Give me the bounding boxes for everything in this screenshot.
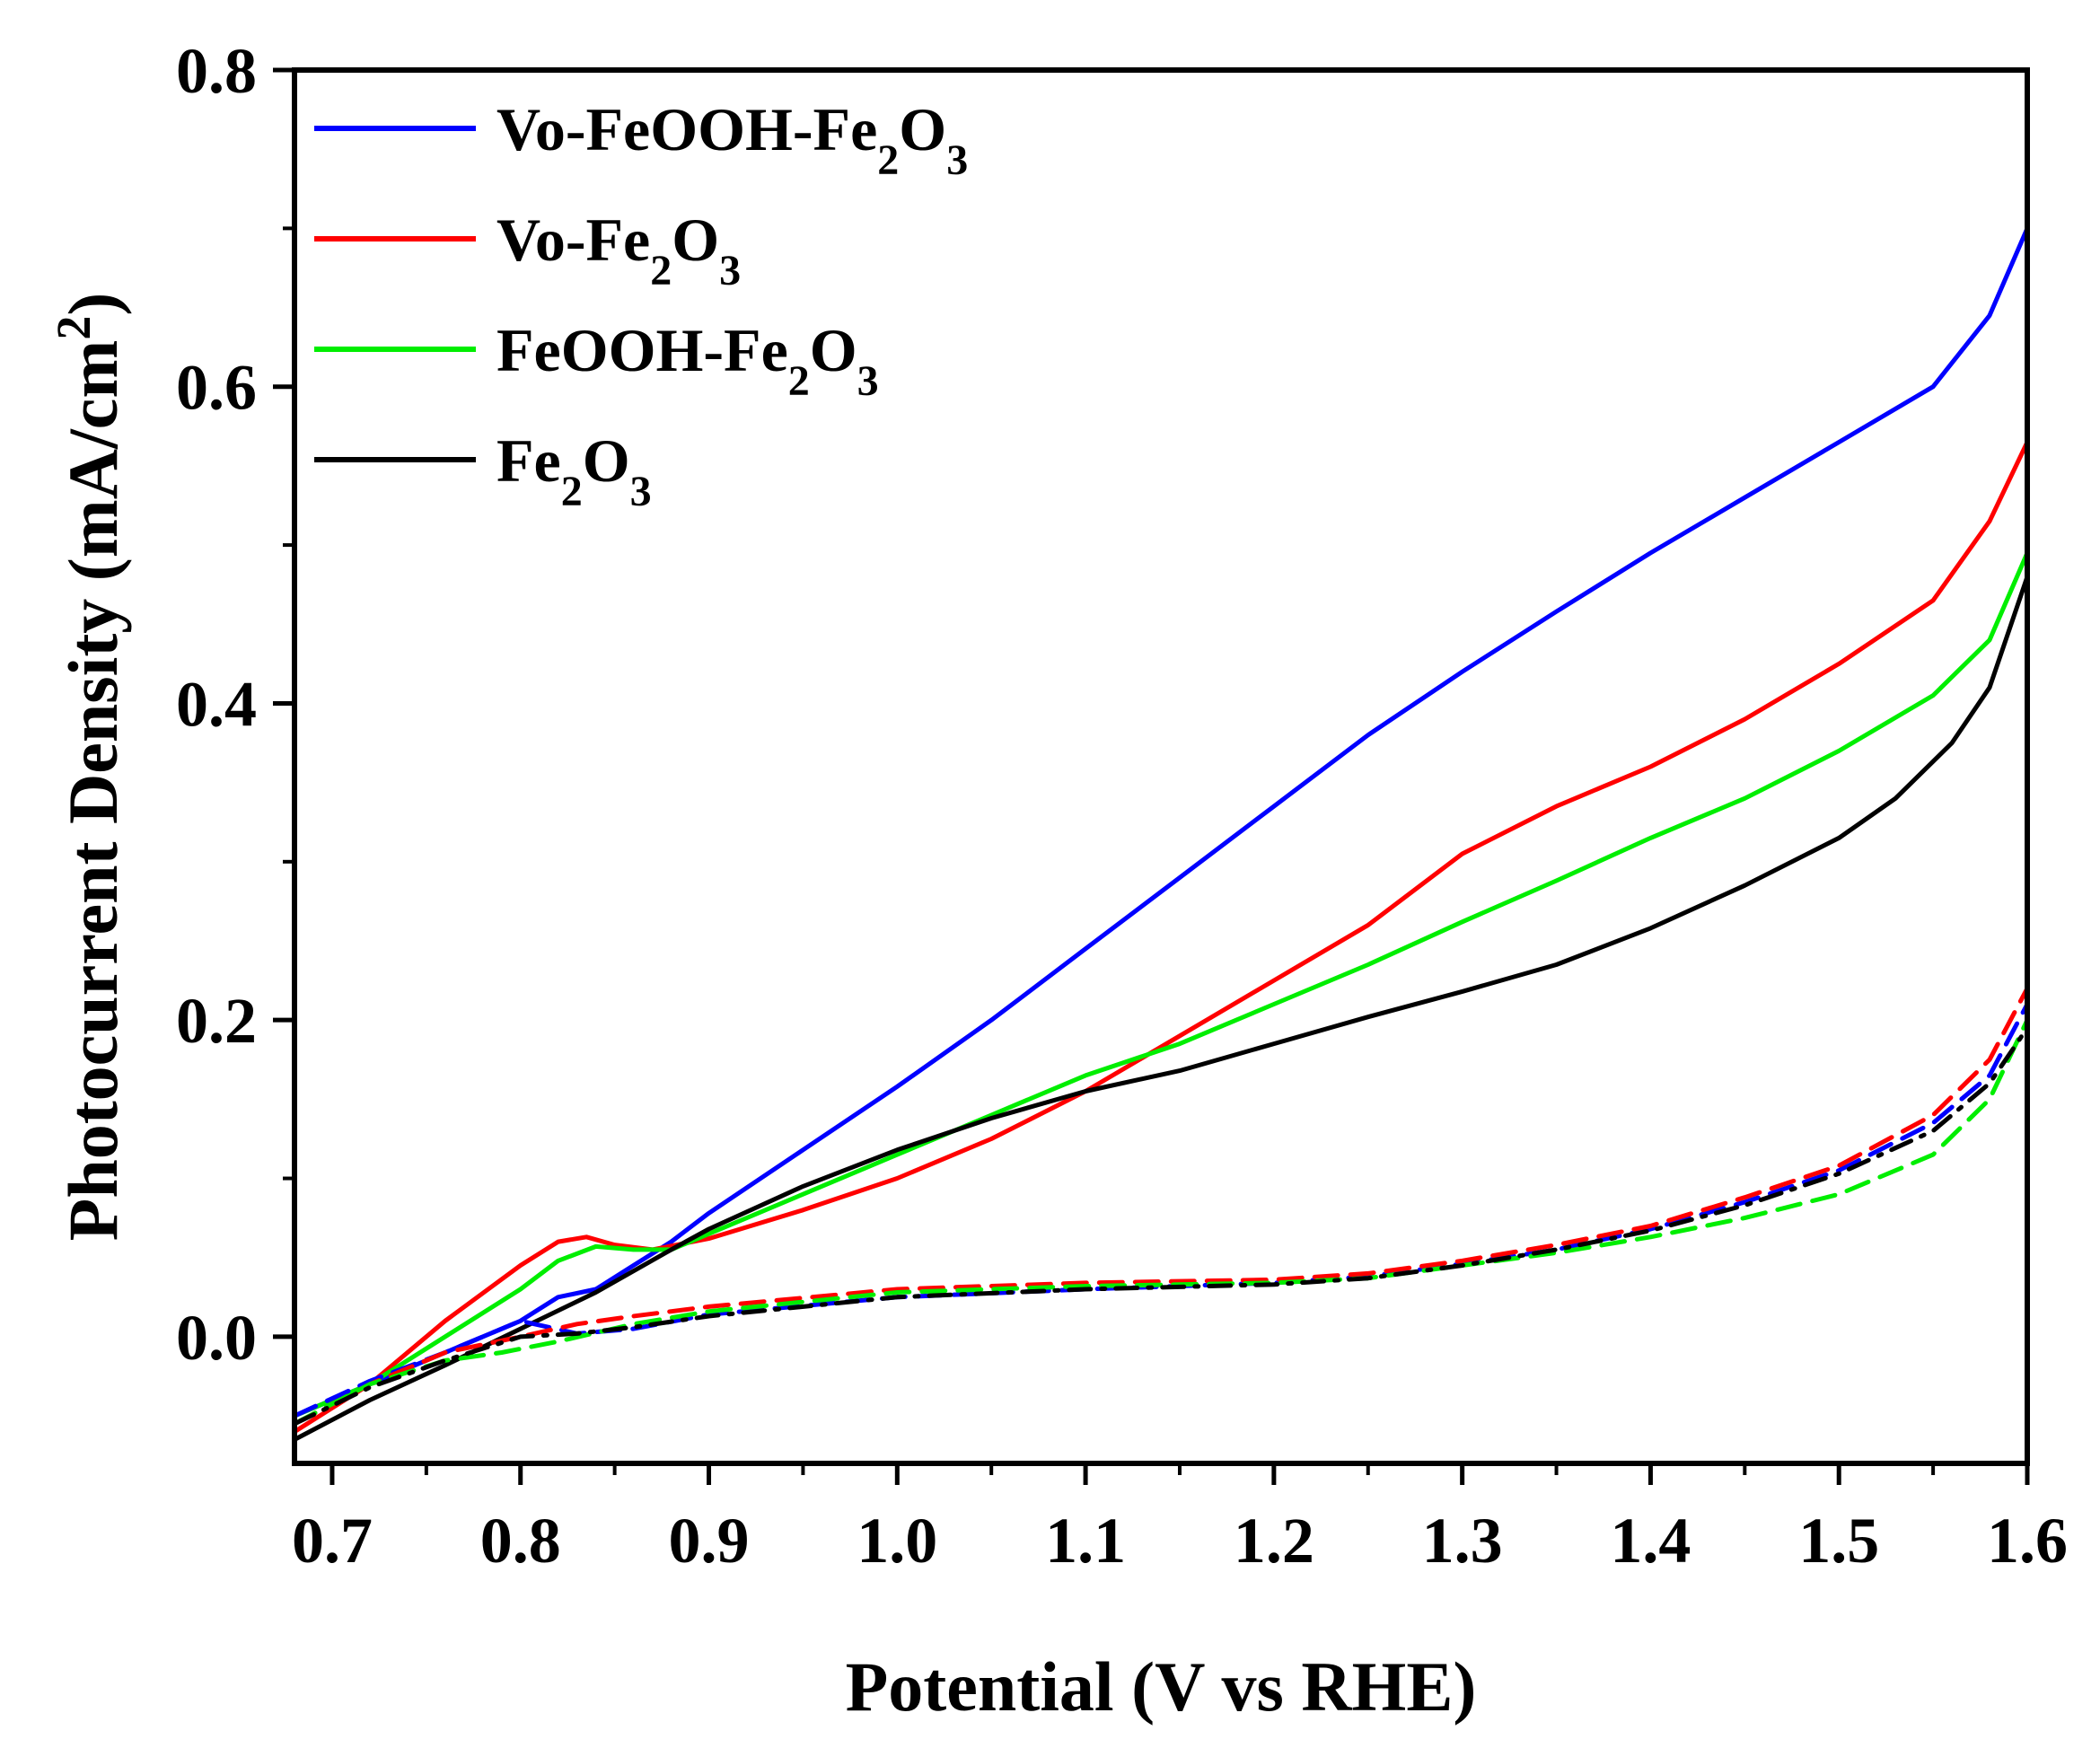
x-tick-label-5: 1.2 — [1234, 1505, 1314, 1577]
legend-label-2: FeOOH-Fe2O3 — [496, 316, 879, 405]
y-axis-title-close: ) — [54, 293, 132, 316]
x-axis-tick-labels: 0.7 0.8 0.9 1.0 1.1 1.2 1.3 1.4 1.5 1.6 — [292, 1505, 2068, 1577]
legend-label-1: Vo-Fe2O3 — [496, 206, 741, 294]
x-tick-label-6: 1.3 — [1422, 1505, 1503, 1577]
y-tick-label-3: 0.6 — [176, 352, 257, 424]
legend: Vo-FeOOH-Fe2O3 Vo-Fe2O3 FeOOH-Fe2O3 Fe2O3 — [314, 95, 968, 515]
series-layer — [292, 225, 2030, 1442]
y-axis-ticks — [273, 67, 294, 1340]
x-tick-label-7: 1.4 — [1610, 1505, 1691, 1577]
legend-label-3: Fe2O3 — [496, 426, 652, 515]
series-line-5 — [292, 986, 2030, 1427]
x-tick-label-2: 0.9 — [669, 1505, 750, 1577]
x-tick-label-3: 1.0 — [857, 1505, 937, 1577]
series-line-0 — [292, 225, 2030, 1419]
series-line-4 — [292, 1002, 2030, 1419]
x-axis-title: Potential (V vs RHE) — [846, 1647, 1477, 1726]
y-axis-title-sup: 2 — [47, 316, 101, 340]
series-line-1 — [292, 440, 2030, 1435]
y-axis-title: Photocurrent Density (mA/cm2) — [47, 293, 132, 1242]
x-tick-label-4: 1.1 — [1045, 1505, 1126, 1577]
y-tick-label-0: 0.0 — [176, 1302, 257, 1374]
x-tick-label-8: 1.5 — [1798, 1505, 1879, 1577]
x-tick-label-0: 0.7 — [292, 1505, 373, 1577]
plot-frame — [292, 67, 2030, 1466]
x-tick-label-9: 1.6 — [1987, 1505, 2068, 1577]
y-tick-label-4: 0.8 — [176, 35, 257, 107]
y-tick-label-1: 0.2 — [176, 985, 257, 1057]
y-axis-tick-labels: 0.0 0.2 0.4 0.6 0.8 — [176, 35, 257, 1374]
x-axis-ticks — [329, 1463, 2030, 1485]
x-tick-label-1: 0.8 — [480, 1505, 561, 1577]
series-line-3 — [292, 574, 2030, 1442]
series-line-6 — [292, 1017, 2030, 1427]
series-line-7 — [292, 1025, 2030, 1427]
legend-label-0: Vo-FeOOH-Fe2O3 — [496, 95, 968, 184]
y-axis-title-main: Photocurrent Density (mA/cm — [54, 340, 132, 1242]
y-tick-label-2: 0.4 — [176, 668, 257, 740]
series-line-2 — [292, 550, 2030, 1419]
